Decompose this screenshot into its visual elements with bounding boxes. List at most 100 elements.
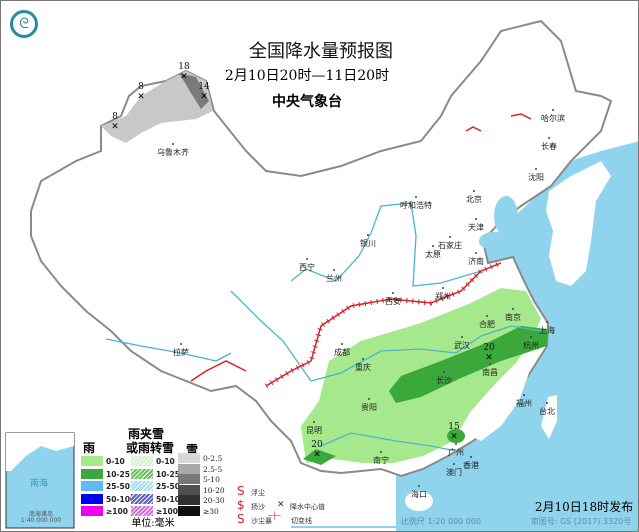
city-label: 杭州 [523, 341, 539, 350]
legend-mixed-title: 雨夹雪 [128, 427, 165, 441]
city-label: 北京 [466, 195, 482, 204]
city-dot [442, 287, 444, 289]
legend-swatch [178, 453, 200, 463]
precip-center-icon: ✕ [485, 353, 493, 363]
city-label: 太原 [425, 250, 441, 259]
legend-label: 50-100 [156, 494, 186, 504]
city-label: 广州 [448, 448, 464, 457]
city-dot [461, 336, 463, 338]
taiwan-island [541, 395, 557, 439]
shear-line [465, 126, 482, 132]
city-dot [362, 358, 364, 360]
city-label: 福州 [516, 399, 532, 408]
city-label: 南京 [505, 313, 521, 322]
city-dot [432, 245, 434, 247]
city-label: 济南 [468, 257, 484, 266]
legend-label: 20-30 [203, 496, 225, 505]
snow-area-heavy [179, 73, 209, 109]
legend-label: 25-50 [156, 482, 180, 491]
legend-mixed-title-2: 或雨转雪 [126, 441, 175, 455]
city-label: 长沙 [436, 376, 452, 385]
city-label: 南宁 [373, 456, 389, 465]
city-dot [512, 308, 514, 310]
city-label: 乌鲁木齐 [157, 148, 189, 157]
center-value: 15 [448, 422, 460, 432]
legend-swatch [178, 474, 200, 484]
precip-center-icon: ✕ [200, 92, 208, 102]
city-label: 香港 [463, 461, 479, 470]
legend-swatch [178, 495, 200, 505]
legend-swatch [131, 456, 153, 466]
inset-land [6, 433, 74, 471]
legend-swatch [81, 493, 103, 504]
bohai-bay [479, 232, 507, 250]
precip-center-icon: ✕ [137, 92, 145, 102]
precip-center-icon: ✕ [180, 72, 188, 82]
city-dot [546, 321, 548, 323]
shear-line-ticks [264, 260, 502, 389]
inset-scale: 1:40 000 000 [20, 517, 62, 524]
city-label: 哈尔滨 [541, 114, 565, 123]
city-dot [449, 236, 451, 238]
center-value: 14 [198, 82, 210, 92]
dry-coast-area [471, 373, 529, 441]
map-approval-code: 审图号: GS (2017) 3320号 [530, 517, 632, 526]
map-scale: 比例尺 1:20 000 000 [400, 517, 482, 526]
rain-area-moderate [447, 429, 465, 443]
city-label: 成都 [334, 348, 350, 357]
center-value: 20 [311, 440, 323, 450]
center-value: 8 [112, 112, 118, 122]
center-value: 20 [483, 343, 495, 353]
legend-label: 10-25 [106, 469, 130, 479]
city-dot [172, 143, 174, 145]
legend-label: 10-20 [203, 485, 225, 495]
city-dot [523, 394, 525, 396]
city-dot [443, 371, 445, 373]
legend-label: ≥100 [106, 507, 128, 516]
legend-label: 0-10 [106, 457, 125, 466]
yellow-river [290, 202, 482, 287]
city-label: 合肥 [479, 320, 495, 329]
legend-swatch [131, 481, 153, 491]
city-label: 天津 [468, 223, 484, 232]
legend-label: 0-10 [156, 457, 175, 466]
publish-time: 2月10日18时发布 [534, 500, 634, 514]
city-dot [546, 402, 548, 404]
hainan-island [405, 491, 433, 511]
city-label: 昆明 [306, 426, 322, 435]
map-subtitle: 2月10日20时—11日20时 [224, 68, 390, 84]
legend-swatch [131, 506, 153, 516]
city-label: 海口 [411, 490, 427, 499]
city-label: 上海 [539, 326, 555, 335]
inset-islands-label: 南海诸岛 [28, 511, 54, 518]
blowing-sand-icon: $ [237, 498, 245, 512]
city-label: 西安 [385, 297, 401, 306]
city-label: 石家庄 [438, 241, 462, 250]
shear-line [510, 113, 532, 120]
legend-swatch [81, 456, 103, 466]
city-dot [486, 315, 488, 317]
legend-rain-title: 雨 [83, 441, 96, 455]
city-dot [475, 218, 477, 220]
city-label: 重庆 [355, 363, 371, 372]
yarlung-river [105, 338, 232, 362]
snow-area [101, 71, 213, 143]
legend-swatch [131, 493, 153, 504]
city-label: 呼和浩特 [400, 201, 432, 210]
front-lines [190, 113, 532, 389]
city-dot [455, 443, 457, 445]
precip-center-icon: ✕ [111, 122, 119, 132]
city-dot [392, 292, 394, 294]
yangtze-river [230, 290, 542, 382]
city-label: 南昌 [482, 368, 498, 377]
city-label: 银川 [360, 239, 376, 248]
map-title: 全国降水量预报图 [249, 41, 393, 62]
korea-land [546, 161, 611, 286]
precip-center-icon: ✕ [277, 500, 285, 510]
shear-line [190, 360, 247, 382]
city-dot [313, 421, 315, 423]
city-label: 西宁 [299, 263, 315, 272]
legend-swatch [81, 506, 103, 516]
cma-logo-icon: ᘓ [10, 10, 38, 38]
